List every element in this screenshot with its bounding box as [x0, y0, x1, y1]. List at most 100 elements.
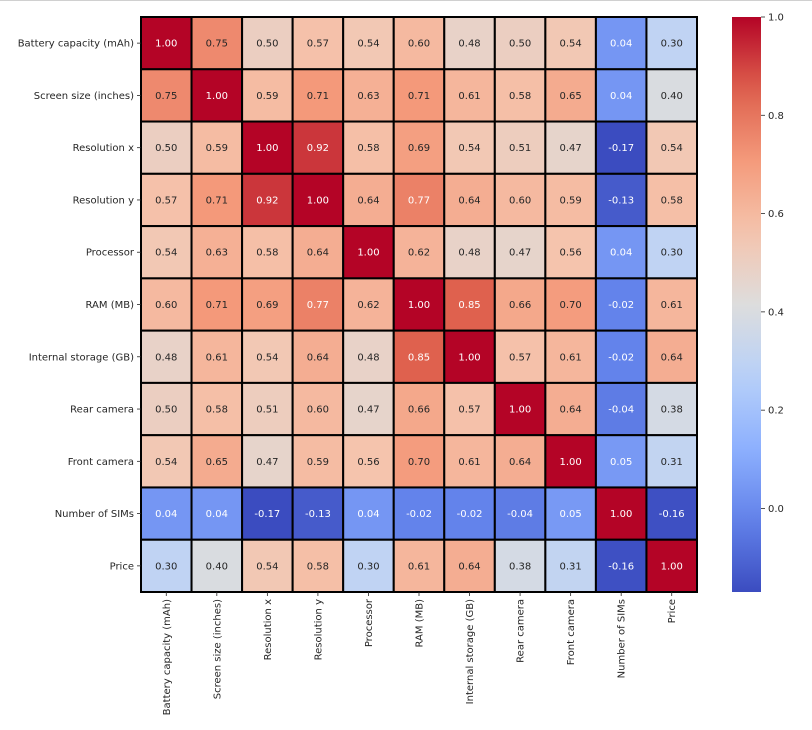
cell-value-label: -0.02 — [608, 352, 634, 363]
heatmap-cell — [493, 329, 547, 384]
cell-value-label: 0.31 — [560, 561, 582, 572]
heatmap-cell — [190, 329, 244, 384]
heatmap-cell — [291, 329, 345, 384]
cell-value-label: 0.04 — [610, 39, 632, 50]
cell-value-label: 0.30 — [661, 39, 683, 50]
x-axis-labels: Battery capacity (mAh) Screen size (inche… — [162, 592, 678, 715]
heatmap-cell — [493, 434, 547, 489]
cell-value-label: 1.00 — [560, 457, 582, 468]
heatmap-cell — [291, 225, 345, 280]
heatmap-cell — [241, 277, 294, 332]
cell-value-label: 1.00 — [155, 39, 177, 50]
heatmap-cell — [392, 120, 446, 175]
cell-value-label: 0.61 — [661, 300, 683, 311]
top-border-line — [0, 0, 812, 1]
cell-value-label: 0.56 — [357, 457, 379, 468]
cell-value-label: 0.59 — [206, 143, 228, 154]
cell-value-label: 0.75 — [155, 91, 177, 102]
cell-value-label: 0.92 — [256, 195, 278, 206]
cell-value-label: 0.63 — [206, 248, 228, 259]
cell-value-label: 0.58 — [661, 195, 683, 206]
heatmap-cell — [241, 172, 294, 228]
heatmap-cell — [544, 486, 597, 541]
cell-value-label: 0.47 — [256, 457, 278, 468]
heatmap-cell — [190, 16, 244, 71]
colorbar-tick-label: 0.4 — [768, 307, 784, 318]
heatmap-cell — [291, 486, 345, 541]
y-tick-label: RAM (MB) — [86, 300, 135, 311]
cell-value-label: 0.05 — [610, 457, 632, 468]
cell-value-label: 0.69 — [408, 143, 430, 154]
cell-value-label: 0.47 — [509, 248, 531, 259]
cell-value-label: 0.38 — [509, 561, 531, 572]
heatmap-cell — [443, 486, 496, 541]
cell-value-label: 0.50 — [256, 39, 278, 50]
colorbar-tick-label: 0.8 — [768, 111, 784, 122]
cell-value-label: 0.54 — [357, 39, 379, 50]
cell-value-label: 0.64 — [509, 457, 531, 468]
cell-value-label: 0.58 — [206, 405, 228, 416]
cell-value-label: 0.56 — [560, 248, 582, 259]
heatmap-cell — [544, 68, 597, 123]
cell-value-label: -0.02 — [406, 509, 432, 520]
cell-value-label: 0.60 — [408, 39, 430, 50]
cell-value-label: 0.63 — [357, 91, 379, 102]
cell-value-label: 0.61 — [560, 352, 582, 363]
cell-value-label: 0.61 — [458, 91, 480, 102]
cell-value-label: -0.04 — [507, 509, 533, 520]
heatmap-cell — [392, 486, 446, 541]
cell-value-label: 0.51 — [509, 143, 531, 154]
cell-value-label: 0.71 — [206, 195, 228, 206]
heatmap-cell — [241, 486, 294, 541]
cell-value-label: 0.04 — [610, 91, 632, 102]
cell-value-label: 0.31 — [661, 457, 683, 468]
cell-value-label: 0.30 — [661, 248, 683, 259]
cell-value-label: 1.00 — [458, 352, 480, 363]
y-tick-label: Price — [110, 561, 134, 572]
cell-value-label: 0.54 — [560, 39, 582, 50]
cell-value-label: 0.38 — [661, 405, 683, 416]
cell-value-label: 0.70 — [408, 457, 430, 468]
cell-value-label: 0.04 — [357, 509, 379, 520]
cell-value-label: 0.57 — [509, 352, 531, 363]
cell-value-label: -0.13 — [608, 195, 634, 206]
cell-value-label: 0.77 — [408, 195, 430, 206]
y-tick-label: Resolution x — [73, 143, 134, 154]
cell-value-label: 0.65 — [560, 91, 582, 102]
cell-value-label: 0.64 — [357, 195, 379, 206]
colorbar-tick-label: 0.2 — [768, 406, 784, 417]
cell-value-label: -0.16 — [659, 509, 685, 520]
heatmap-cell — [190, 486, 244, 541]
cell-value-label: 1.00 — [357, 248, 379, 259]
cell-value-label: 0.40 — [661, 91, 683, 102]
cell-value-label: 0.61 — [206, 352, 228, 363]
heatmap-cell — [392, 434, 446, 489]
cell-value-label: 0.60 — [509, 195, 531, 206]
y-tick-label: Processor — [86, 248, 135, 259]
cell-value-label: 0.05 — [560, 509, 582, 520]
cell-value-label: -0.02 — [608, 300, 634, 311]
colorbar-tick-label: 0.6 — [768, 209, 784, 220]
cell-value-label: 0.71 — [307, 91, 329, 102]
cell-value-label: 1.00 — [307, 195, 329, 206]
cell-value-label: 0.48 — [458, 39, 480, 50]
heatmap-cell — [443, 68, 496, 123]
cell-value-label: 0.60 — [307, 405, 329, 416]
cell-value-label: 0.64 — [307, 352, 329, 363]
cell-value-label: 0.47 — [357, 405, 379, 416]
heatmap-cell — [342, 434, 395, 489]
colorbar: 0.0 0.2 0.4 0.6 0.8 1.0 — [732, 13, 784, 592]
colorbar-tick-label: 0.0 — [768, 504, 784, 515]
x-tick-label: Front camera — [566, 599, 577, 665]
x-tick-label: Price — [667, 599, 678, 623]
heatmap-cell — [291, 68, 345, 123]
x-tick-label: Number of SIMs — [617, 599, 628, 678]
cell-value-label: -0.17 — [608, 143, 634, 154]
cell-value-label: 0.64 — [307, 248, 329, 259]
cell-value-label: 0.75 — [206, 39, 228, 50]
cell-value-label: 0.58 — [307, 561, 329, 572]
heatmap-cell — [140, 172, 193, 228]
heatmap-cell — [594, 434, 648, 489]
heatmap-cell — [443, 538, 496, 594]
cell-value-label: -0.17 — [254, 509, 280, 520]
